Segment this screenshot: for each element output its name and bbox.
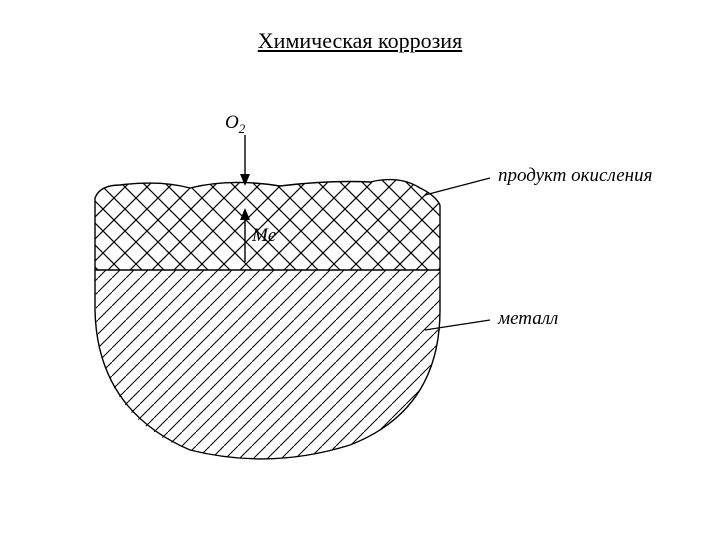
o2-label: O2 [225, 112, 245, 137]
oxidation-product-label: продукт окисления [498, 165, 652, 187]
leader-oxide [425, 178, 490, 195]
me-label: Me [252, 225, 276, 247]
metal-label: металл [498, 308, 558, 330]
metal-body [70, 110, 470, 500]
diagram-title: Химическая коррозия [0, 28, 720, 54]
